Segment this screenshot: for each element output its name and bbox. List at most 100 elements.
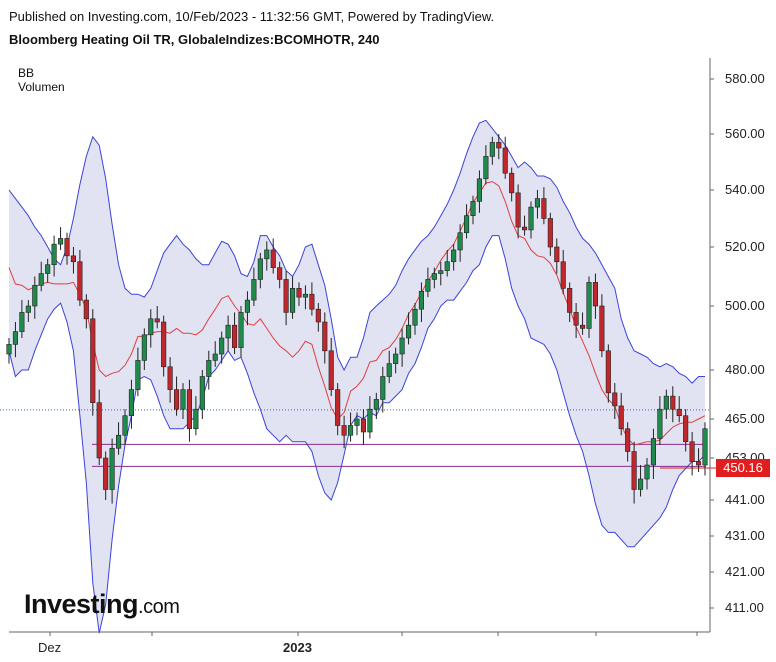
candle-body [289, 287, 296, 313]
candle-body [174, 389, 180, 410]
price-axis-label: 560.00 [725, 126, 765, 141]
candle-body [509, 172, 515, 194]
candle-body [612, 392, 618, 407]
candle-body [347, 425, 354, 436]
candle-body [12, 331, 18, 345]
candle-body [335, 389, 341, 426]
candle-body [618, 405, 624, 430]
price-axis-label: 411.00 [725, 600, 764, 615]
price-axis-label: 421.00 [725, 564, 765, 579]
candle-body [483, 156, 489, 180]
candle-body [219, 337, 225, 355]
investing-logo: Investing.com [24, 589, 180, 620]
candle-body [122, 415, 128, 436]
candle-body [405, 324, 412, 339]
candle-body [232, 324, 238, 348]
candle-body [96, 402, 102, 459]
candle-body [38, 273, 44, 286]
candle-body [148, 318, 154, 336]
candle-body [45, 264, 51, 274]
candle-body [399, 337, 405, 355]
candle-body [457, 232, 463, 251]
candle-body [470, 201, 476, 216]
candle-body [496, 142, 502, 149]
candle-body [521, 226, 528, 231]
candle-body [418, 290, 425, 310]
candle-body [502, 147, 508, 174]
candle-body [438, 270, 444, 274]
candle-body [380, 376, 386, 400]
candle-body [573, 312, 579, 326]
candle-body [283, 279, 289, 313]
candle-body [90, 318, 96, 403]
candle-body [683, 415, 689, 443]
candle-body [657, 408, 663, 439]
candle-body [599, 305, 605, 352]
logo-suffix: .com [138, 596, 180, 618]
indicator-bb-label: BB [18, 66, 35, 80]
price-axis-label: 480.00 [725, 362, 765, 377]
candle-body [663, 395, 669, 410]
candle-body [534, 198, 541, 208]
time-axis-label: 2023 [283, 640, 312, 655]
candle-body [354, 418, 360, 426]
candle-body [605, 350, 611, 394]
time-axis-label: Dez [38, 640, 61, 655]
candle-body [32, 285, 38, 307]
candle-body [637, 478, 644, 490]
candle-body [238, 312, 244, 348]
price-axis-label: 500.00 [725, 298, 765, 313]
candle-body [528, 206, 534, 231]
candle-body [315, 308, 321, 323]
candle-body [6, 344, 12, 355]
candle-body [476, 178, 483, 202]
candle-body [373, 399, 379, 410]
candle-body [309, 293, 315, 310]
candle-body [463, 215, 470, 234]
chart-title: Bloomberg Heating Oil TR, GlobaleIndizes… [9, 32, 380, 47]
candle-body [302, 293, 309, 298]
price-axis-label: 441.00 [725, 492, 765, 507]
candle-body [161, 321, 167, 368]
candle-body [180, 389, 186, 410]
candle-body [154, 318, 160, 323]
candle-body [193, 408, 199, 430]
candle-body [25, 305, 31, 313]
candle-body [367, 408, 373, 433]
candle-body [57, 238, 64, 245]
candle-body [670, 395, 676, 410]
candle-body [547, 218, 553, 248]
candle-body [431, 273, 437, 280]
bollinger-band-fill [9, 120, 705, 634]
logo-name: Investing [24, 589, 139, 619]
candle-body [322, 321, 328, 352]
candle-body [296, 287, 302, 298]
candle-body [567, 287, 573, 313]
candle-body [186, 389, 192, 430]
candle-body [83, 299, 89, 320]
candle-body [116, 434, 122, 449]
candle-body [451, 249, 457, 263]
candle-body [592, 282, 599, 307]
candle-body [167, 366, 173, 390]
candle-body [277, 267, 283, 280]
price-axis-label: 540.00 [725, 182, 765, 197]
candle-body [393, 353, 399, 364]
price-axis-label: 431.00 [725, 528, 765, 543]
price-axis-label: 465.00 [725, 411, 765, 426]
candle-body [64, 238, 70, 257]
candle-body [625, 428, 631, 452]
published-note: Published on Investing.com, 10/Feb/2023 … [9, 9, 495, 24]
price-axis-label: 520.00 [725, 239, 765, 254]
candle-body [644, 464, 650, 480]
candle-body [244, 299, 250, 313]
candle-body [212, 353, 218, 361]
candle-body [199, 376, 205, 410]
candle-body [206, 360, 212, 377]
candle-body [264, 249, 270, 260]
candle-body [70, 255, 76, 263]
indicator-volume-label: Volumen [18, 80, 65, 94]
candle-body [489, 142, 495, 157]
candle-body [19, 312, 25, 332]
